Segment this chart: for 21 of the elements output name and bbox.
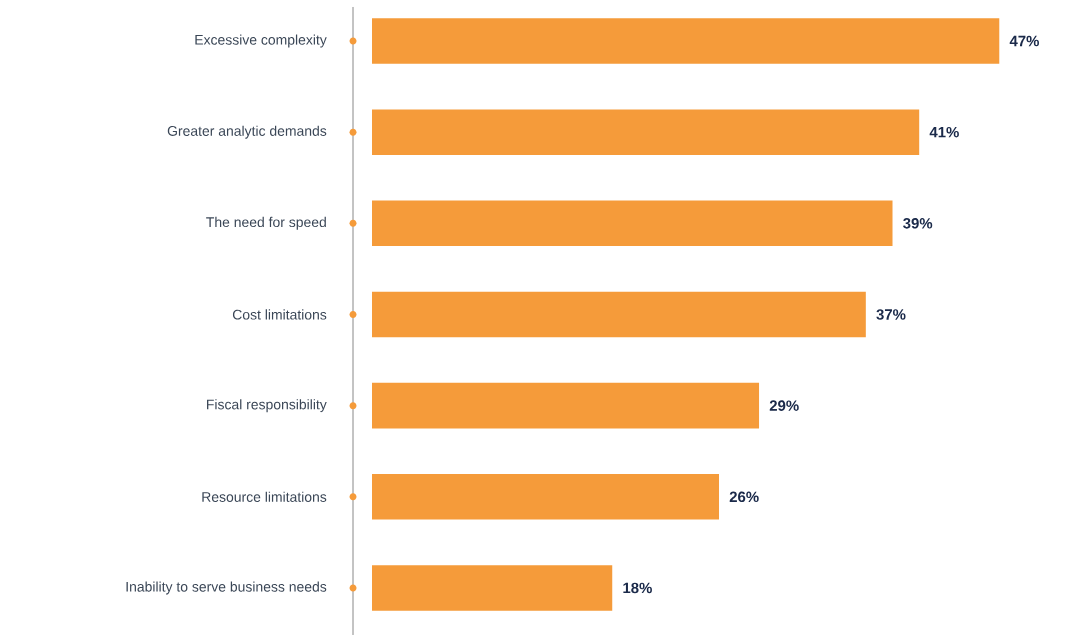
y-tick-label: Excessive complexity [195, 34, 327, 48]
data-label: 39% [903, 218, 933, 229]
y-tick-label: Fiscal responsibility [207, 399, 327, 413]
data-label: 37% [876, 309, 906, 320]
data-label: 26% [729, 491, 759, 503]
bar [372, 109, 920, 155]
data-label: 18% [623, 582, 652, 594]
y-tick-label: Cost limitations [232, 309, 327, 320]
data-label: 47% [1009, 35, 1039, 47]
data-label: 41% [929, 126, 959, 138]
bar [372, 474, 720, 520]
y-tick-label: The need for speed [206, 216, 326, 230]
y-tick-label: Greater analytic demands [167, 125, 327, 139]
y-tick-label: Inability to serve business needs [126, 581, 327, 595]
bar [372, 382, 760, 429]
data-label: 29% [769, 400, 799, 411]
bar [372, 565, 613, 611]
bar [372, 18, 1000, 64]
bar [372, 291, 866, 338]
y-tick-label: Resource limitations [202, 491, 327, 502]
bar [372, 200, 893, 247]
